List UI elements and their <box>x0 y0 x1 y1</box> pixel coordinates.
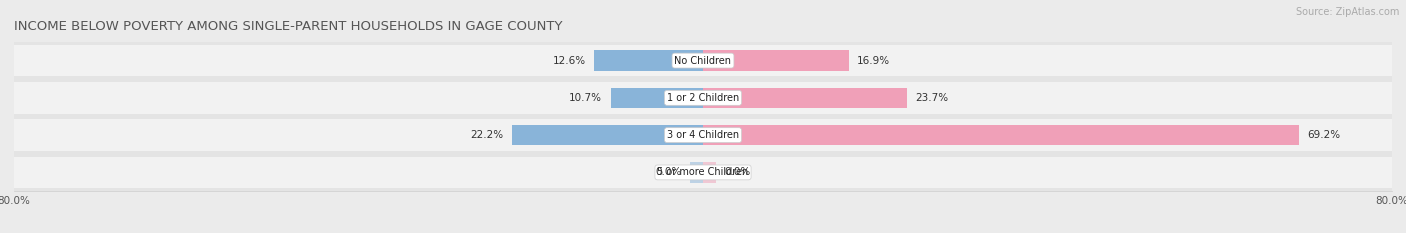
Bar <box>14 120 1392 151</box>
Text: 0.0%: 0.0% <box>655 168 682 177</box>
Text: 5 or more Children: 5 or more Children <box>658 168 748 177</box>
Bar <box>703 162 716 183</box>
Bar <box>703 50 849 71</box>
Bar <box>703 88 907 108</box>
Text: 22.2%: 22.2% <box>470 130 503 140</box>
Text: 1 or 2 Children: 1 or 2 Children <box>666 93 740 103</box>
Text: 10.7%: 10.7% <box>569 93 602 103</box>
Bar <box>14 42 1392 79</box>
Bar <box>14 116 1392 154</box>
Bar <box>595 50 703 71</box>
Text: No Children: No Children <box>675 56 731 65</box>
Bar <box>703 125 1299 145</box>
Text: INCOME BELOW POVERTY AMONG SINGLE-PARENT HOUSEHOLDS IN GAGE COUNTY: INCOME BELOW POVERTY AMONG SINGLE-PARENT… <box>14 20 562 33</box>
Text: 16.9%: 16.9% <box>858 56 890 65</box>
Bar <box>14 82 1392 113</box>
Text: Source: ZipAtlas.com: Source: ZipAtlas.com <box>1295 7 1399 17</box>
Bar <box>14 157 1392 188</box>
Bar <box>690 162 703 183</box>
Bar <box>14 154 1392 191</box>
Text: 12.6%: 12.6% <box>553 56 586 65</box>
Text: 69.2%: 69.2% <box>1308 130 1341 140</box>
Text: 0.0%: 0.0% <box>724 168 751 177</box>
Text: 23.7%: 23.7% <box>915 93 949 103</box>
Bar <box>14 79 1392 116</box>
Bar <box>610 88 703 108</box>
Bar <box>14 45 1392 76</box>
Bar <box>512 125 703 145</box>
Text: 3 or 4 Children: 3 or 4 Children <box>666 130 740 140</box>
